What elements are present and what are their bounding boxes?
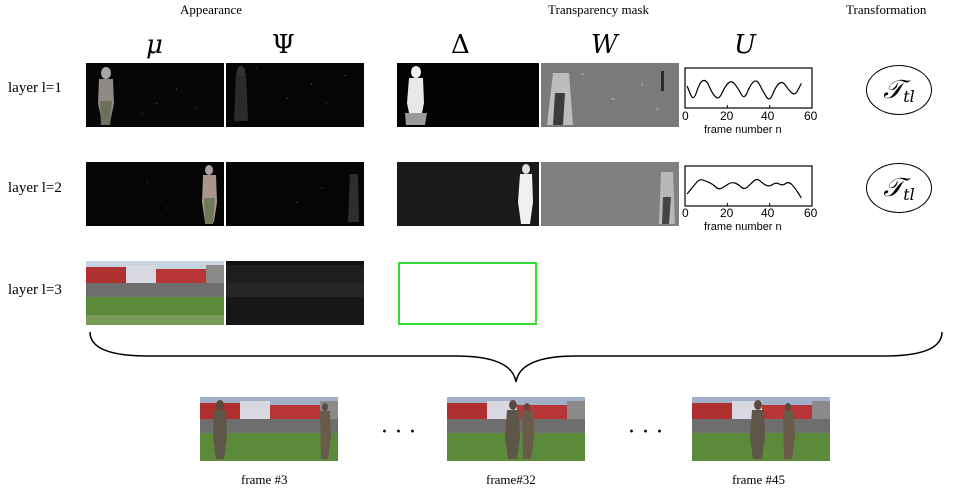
layer-3-psi-image [226,261,364,325]
layer-1-u-plot [684,67,813,109]
layer-2-transform-subscript: tl [903,185,915,205]
layer-1-xlabel: frame number n [704,124,782,136]
layer-1-transform-subscript: tl [903,87,915,107]
layer-1-delta-image [397,63,539,127]
frame-45-caption: frame #45 [732,472,786,487]
layer-3-empty-mask [398,262,537,325]
layer-1-label: layer l=1 [8,80,62,96]
layer-1-xtick-40: 40 [761,109,775,123]
layer-2-transform-symbol: 𝒯 [883,173,904,203]
layer-1-xtick-0: 0 [682,109,689,123]
frame-3-caption: frame #3 [241,472,288,487]
layer-2-mu-image [86,162,224,226]
appearance-header: Appearance [180,2,243,17]
frame-32-image [447,397,585,461]
layer-2-xlabel: frame number n [704,221,782,233]
layer-1-mu-image [86,63,224,127]
composition-brace [89,331,943,383]
layer-2-w-image [541,162,679,226]
layer-2-u-plot [684,165,813,207]
w-symbol: W [591,30,618,60]
transparency-mask-header: Transparency mask [548,2,649,17]
psi-symbol: Ψ [272,30,295,60]
delta-symbol: Δ [451,30,470,60]
u-curve-line [686,79,802,100]
layer-1-xtick-20: 20 [720,109,734,123]
layer-2-xtick-60: 60 [804,206,818,220]
layer-1-transform-circle: 𝒯tl [866,65,932,115]
frame-3-image [200,397,338,461]
layer-1-transform-symbol: 𝒯 [883,75,904,105]
layer-2-transform-circle: 𝒯tl [866,163,932,213]
layer-2-delta-image [397,162,539,226]
layer-3-label: layer l=3 [8,282,62,298]
ellipsis-1: · · · [381,420,416,445]
ellipsis-2: · · · [628,420,663,445]
frame-32-caption: frame#32 [486,472,536,487]
layer-3-mu-image [86,261,224,325]
layer-1-xtick-60: 60 [804,109,818,123]
layer-2-xtick-0: 0 [682,206,689,220]
layer-2-label: layer l=2 [8,180,62,196]
layer-1-psi-image [226,63,364,127]
frame-45-image [692,397,830,461]
layer-2-psi-image [226,162,364,226]
transformation-header: Transformation [846,2,927,17]
layer-2-xtick-20: 20 [720,206,734,220]
u-symbol: U [734,30,756,60]
mu-symbol: μ [146,30,163,60]
layer-1-w-image [541,63,679,127]
layer-2-xtick-40: 40 [761,206,775,220]
u-curve-line [686,178,802,199]
